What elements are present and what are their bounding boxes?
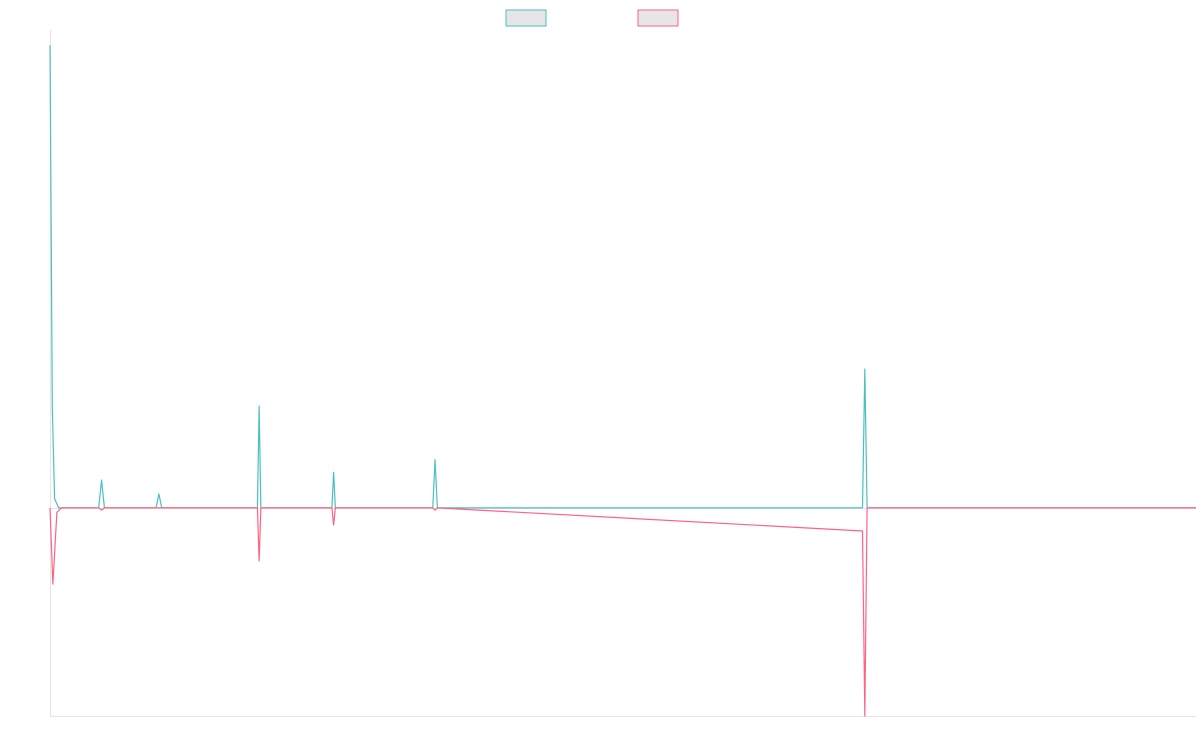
- legend[interactable]: [505, 9, 679, 27]
- axes: [50, 30, 1196, 717]
- series-line-1: [49, 45, 1196, 509]
- series-line-2: [49, 507, 1196, 717]
- pink-swatch[interactable]: [637, 9, 679, 27]
- teal-swatch[interactable]: [505, 9, 547, 27]
- plot-area: [49, 45, 1196, 717]
